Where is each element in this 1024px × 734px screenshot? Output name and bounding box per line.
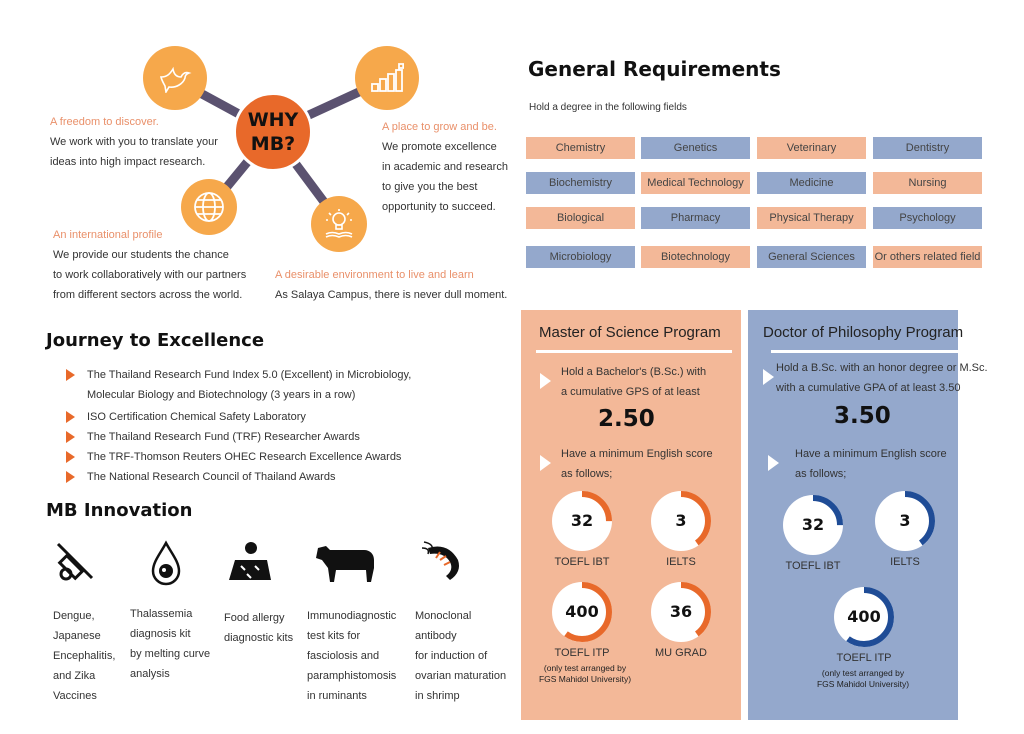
why-item-freedom: A freedom to discover. We work with you … — [50, 116, 218, 168]
lightbulb-book-icon — [311, 196, 367, 252]
score-value: 3 — [899, 511, 911, 530]
field-medicine: Medicine — [757, 172, 866, 194]
innovation-item: Immunodiagnostic test kits for fasciolosis… — [307, 610, 397, 702]
field-biological: Biological — [526, 207, 635, 229]
score-label: TOEFL ITP — [554, 647, 610, 659]
score-ring-mu-grad: 36 — [650, 581, 712, 643]
field-psychology: Psychology — [873, 207, 982, 229]
doctor-note: (only test arranged by FGS Mahidol Univer… — [816, 668, 910, 689]
cow-icon — [316, 546, 374, 582]
field-biochemistry: Biochemistry — [526, 172, 635, 194]
score-ring-toefl-itp: 400 — [551, 581, 613, 643]
master-req1: Hold a Bachelor's (B.Sc.) with a cumulati… — [561, 366, 707, 398]
field-dentistry: Dentistry — [873, 137, 982, 159]
field-veterinary: Veterinary — [757, 137, 866, 159]
innovation-title: MB Innovation — [46, 500, 193, 521]
score-label: TOEFL IBT — [554, 556, 610, 568]
score-ring-toefl-ibt: 32 — [551, 490, 613, 552]
bullet-icon — [66, 471, 75, 483]
score-value: 3 — [675, 511, 687, 530]
innovation-item: Thalassemia diagnosis kit by melting curve… — [130, 608, 211, 680]
why-item-grow: A place to grow and be. We promote excel… — [382, 121, 508, 213]
doctor-panel: Doctor of Philosophy Program Hold a B.Sc… — [748, 310, 988, 720]
score-value: 36 — [669, 602, 693, 621]
general-subtitle: Hold a degree in the following fields — [529, 102, 687, 113]
score-arc — [783, 495, 843, 555]
field-or-others-related-field: Or others related field — [873, 246, 982, 268]
bullet-icon — [763, 369, 774, 385]
journey-item: The National Research Council of Thailan… — [87, 471, 336, 483]
field-nursing: Nursing — [873, 172, 982, 194]
why-mb-center: WHY MB? — [233, 92, 313, 172]
score-label: IELTS — [890, 556, 920, 568]
master-note: (only test arranged by FGS Mahidol Univer… — [538, 663, 632, 684]
score-ring-ielts: 3 — [874, 490, 936, 552]
allergy-person-icon — [229, 542, 271, 580]
journey-title: Journey to Excellence — [46, 330, 265, 351]
score-arc — [552, 491, 612, 551]
field-microbiology: Microbiology — [526, 246, 635, 268]
why-item-international: An international profile We provide our … — [53, 229, 247, 301]
journey-item: The Thailand Research Fund (TRF) Researc… — [87, 431, 360, 443]
journey-item: ISO Certification Chemical Safety Labora… — [87, 411, 306, 423]
divider — [771, 350, 968, 353]
journey-item: The TRF-Thomson Reuters OHEC Research Ex… — [87, 451, 402, 463]
score-arc — [875, 491, 935, 551]
shrimp-icon — [421, 541, 459, 580]
score-label: TOEFL IBT — [785, 560, 841, 572]
master-gpa: 2.50 — [598, 406, 655, 432]
bullet-icon — [540, 373, 551, 389]
divider — [536, 350, 732, 353]
doctor-req1: Hold a B.Sc. with an honor degree or M.S… — [776, 362, 988, 394]
syringe-virus-icon — [56, 542, 94, 581]
globe-icon — [181, 179, 237, 235]
why-item-environment: A desirable environment to live and lear… — [275, 269, 508, 301]
field-chemistry: Chemistry — [526, 137, 635, 159]
score-arc — [834, 587, 894, 647]
field-medical-technology: Medical Technology — [641, 172, 750, 194]
master-req2: Have a minimum English score as follows; — [561, 448, 713, 480]
innovation-item: Monoclonal antibody for induction of ovaria… — [415, 610, 507, 702]
score-arc — [552, 582, 612, 642]
field-biotechnology: Biotechnology — [641, 246, 750, 268]
score-ring-ielts: 3 — [650, 490, 712, 552]
score-ring-toefl-itp: 400 — [833, 586, 895, 648]
score-label: MU GRAD — [655, 647, 707, 659]
score-value: 400 — [847, 607, 881, 626]
field-pharmacy: Pharmacy — [641, 207, 750, 229]
score-arc — [651, 491, 711, 551]
score-arc — [651, 582, 711, 642]
growth-chart-icon — [355, 46, 419, 110]
bullet-icon — [540, 455, 551, 471]
dove-icon — [143, 46, 207, 110]
general-title: General Requirements — [528, 57, 781, 81]
bullet-icon — [768, 455, 779, 471]
innovation-item: Dengue, Japanese Encephalitis, and Zika Vacc… — [53, 610, 116, 702]
score-value: 32 — [801, 515, 825, 534]
bullet-icon — [66, 411, 75, 423]
doctor-gpa: 3.50 — [834, 403, 891, 429]
field-general-sciences: General Sciences — [757, 246, 866, 268]
score-ring-toefl-ibt: 32 — [782, 494, 844, 556]
score-value: 400 — [565, 602, 599, 621]
master-panel: Master of Science Program Hold a Bachelo… — [521, 310, 741, 720]
bullet-icon — [66, 369, 75, 381]
journey-item: The Thailand Research Fund Index 5.0 (Ex… — [87, 369, 412, 401]
innovation-item: Food allergy diagnostic kits — [224, 612, 294, 644]
blood-drop-icon — [151, 540, 181, 586]
bullet-icon — [66, 431, 75, 443]
doctor-req2: Have a minimum English score as follows; — [795, 448, 947, 480]
field-physical-therapy: Physical Therapy — [757, 207, 866, 229]
score-label: TOEFL ITP — [836, 652, 892, 664]
score-value: 32 — [570, 511, 594, 530]
field-genetics: Genetics — [641, 137, 750, 159]
score-label: IELTS — [666, 556, 696, 568]
bullet-icon — [66, 451, 75, 463]
